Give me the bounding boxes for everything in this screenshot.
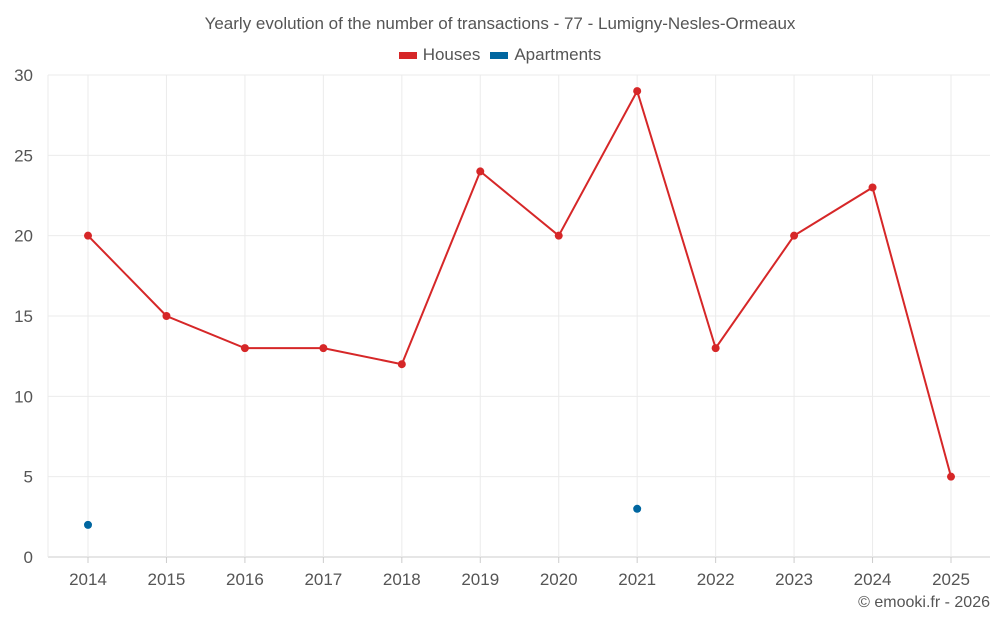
chart-title: Yearly evolution of the number of transa…: [204, 14, 796, 33]
x-tick-label: 2023: [775, 570, 813, 589]
data-point[interactable]: [633, 504, 642, 513]
legend-item-apartments[interactable]: Apartments: [490, 45, 601, 65]
apartments-swatch-icon: [490, 51, 509, 59]
x-tick-label: 2015: [148, 570, 186, 589]
y-tick-label: 30: [14, 66, 33, 85]
data-point[interactable]: [711, 344, 720, 353]
x-tick-label: 2025: [932, 570, 970, 589]
y-tick-label: 20: [14, 227, 33, 246]
x-tick-label: 2020: [540, 570, 578, 589]
data-point[interactable]: [240, 344, 249, 353]
x-tick-label: 2014: [69, 570, 107, 589]
data-point[interactable]: [868, 183, 877, 192]
data-point[interactable]: [633, 87, 642, 96]
x-tick-label: 2018: [383, 570, 421, 589]
data-point[interactable]: [397, 360, 406, 369]
x-tick-label: 2016: [226, 570, 264, 589]
legend: Houses Apartments: [0, 45, 1000, 65]
data-point[interactable]: [790, 231, 799, 240]
legend-item-houses[interactable]: Houses: [398, 45, 481, 65]
gridlines: [47, 74, 990, 563]
x-tick-label: 2017: [304, 570, 342, 589]
data-point[interactable]: [84, 231, 92, 240]
legend-label-apartments: Apartments: [514, 45, 602, 64]
x-tick-label: 2024: [854, 570, 892, 589]
y-tick-label: 0: [24, 548, 33, 567]
y-tick-label: 15: [14, 307, 33, 326]
y-tick-label: 10: [14, 387, 33, 406]
data-point[interactable]: [476, 167, 485, 176]
credit-text: © emooki.fr - 2026: [858, 594, 990, 611]
x-tick-label: 2021: [618, 570, 656, 589]
data-point[interactable]: [162, 312, 171, 320]
houses-swatch-icon: [398, 51, 417, 59]
x-tick-label: 2019: [461, 570, 499, 589]
data-point[interactable]: [319, 344, 328, 353]
data-point[interactable]: [554, 231, 563, 240]
y-tick-label: 5: [24, 468, 33, 487]
data-point[interactable]: [947, 472, 955, 481]
series-apartments: [84, 504, 642, 529]
y-tick-label: 25: [14, 146, 33, 165]
x-tick-label: 2022: [697, 570, 735, 589]
data-point[interactable]: [84, 520, 92, 529]
legend-label-houses: Houses: [422, 45, 481, 64]
series-houses: [84, 87, 955, 481]
